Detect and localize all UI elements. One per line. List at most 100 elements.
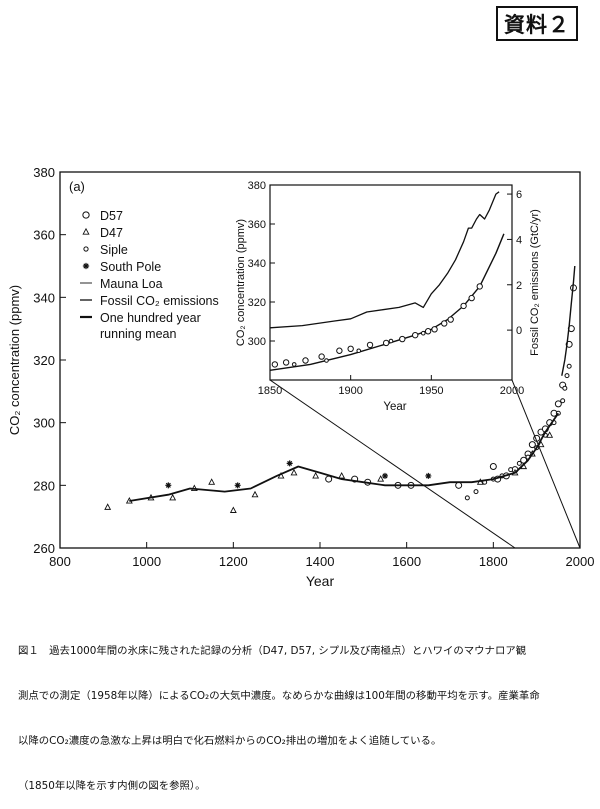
x-tick-label: 2000 [566,554,595,569]
inset-y-tick-label: 300 [248,336,266,348]
inset-y2-tick-label: 2 [516,280,522,292]
inset-d57-point [424,328,432,335]
legend-label-one-hundred-year-running-mean: One hundred year [100,311,201,325]
inset-d57-point [382,339,390,347]
inset-connector-line [269,379,516,549]
legend-marker-d57 [82,211,90,219]
inset-y2-axis-label: Fossil CO₂ emissions (GtC/yr) [529,209,541,356]
legend-label-d57: D57 [100,209,123,223]
inset-y-tick-label: 380 [248,180,266,192]
caption-line: 測点での測定（1958年以降）によるCO₂の大気中濃度。なめらかな曲線は100年… [18,690,540,702]
d47-point [377,475,385,482]
south-pole-point [165,482,172,489]
inset-connector-line [511,379,581,549]
caption-line: 図１ 過去1000年間の氷床に残された記録の分析（D47, D57, シプル及び… [18,645,527,657]
caption-line: 以降のCO₂濃度の急激な上昇は明白で化石燃料からのCO₂排出の増加をよく追随して… [18,735,442,747]
inset-y-tick-label: 360 [248,219,266,231]
figure-caption: 図１ 過去1000年間の氷床に残された記録の分析（D47, D57, シプル及び… [18,614,588,809]
legend-label-d47: D47 [100,226,123,240]
x-axis-label: Year [306,573,335,589]
siple-point [560,398,566,404]
d47-point [312,471,320,479]
legend-label-one-hundred-year-running-mean: running mean [100,327,176,341]
inset-siple-point [291,362,297,367]
inset-x-tick-label: 1950 [419,385,443,397]
inset-d57-point [366,341,374,349]
d47-point [290,468,298,476]
y-tick-label: 260 [33,541,55,556]
inset-siple-point [388,338,394,344]
d57-point [455,481,463,489]
d47-point [169,493,177,501]
legend-marker-south-pole [82,262,90,270]
legend-marker-siple [83,246,89,252]
inset-d57-point [468,294,475,302]
inset-d57-point [302,357,309,364]
y-tick-label: 380 [33,165,55,180]
south-pole-point [234,482,241,489]
d57-point [489,463,497,471]
d47-point [229,506,237,513]
d47-point [208,478,216,485]
inset-y2-tick-label: 0 [516,325,522,337]
inset-d57-point [336,347,343,354]
inset-fossil-emissions-line [269,191,500,329]
inset-x-axis-label: Year [383,401,406,413]
d47-point [251,490,259,498]
inset-d57-point [460,302,467,310]
document-tag: 資料２ [496,6,578,41]
legend-marker-d47 [82,227,90,235]
siple-point [564,373,570,379]
inset-d57-point [412,331,419,339]
d57-point [528,441,536,449]
x-tick-label: 1400 [306,554,335,569]
d47-point [104,503,112,510]
south-pole-point [425,472,432,479]
x-tick-label: 800 [49,554,71,569]
south-pole-point [286,460,293,467]
x-tick-label: 1600 [392,554,421,569]
inset-d57-point [441,320,448,327]
inset-d57-point [431,326,438,333]
inset-d57-point [271,361,279,368]
siple-point [562,385,568,391]
inset-d57-point [318,353,325,360]
siple-point [566,363,572,369]
legend-label-siple: Siple [100,243,128,257]
y-tick-label: 280 [33,478,55,493]
legend-label-fossil-co-emissions: Fossil CO₂ emissions [100,294,219,308]
inset-y2-tick-label: 6 [516,189,522,201]
d47-point [546,431,554,438]
y-tick-label: 320 [33,353,55,368]
legend-label-mauna-loa: Mauna Loa [100,277,163,291]
inset-d57-point [447,316,454,323]
siple-point [516,460,522,466]
y-tick-label: 360 [33,228,55,243]
mauna-loa-line [561,265,576,376]
south-pole-point [382,472,388,479]
inset-x-tick-label: 1850 [258,385,282,397]
inset-y-axis-label: CO₂ concentration (ppmv) [235,219,247,346]
inset-siple-point [420,330,426,336]
inset-y-tick-label: 320 [248,297,266,309]
panel-label: (a) [69,179,85,194]
d47-point [338,471,346,479]
x-tick-label: 1200 [219,554,248,569]
inset-d57-point [347,345,354,352]
d57-point [325,475,333,483]
y-axis-label: CO₂ concentration (ppmv) [7,285,22,435]
inset-siple-point [324,358,329,363]
inset-plot-frame [269,184,513,381]
inset-siple-point [356,348,362,354]
caption-line: （1850年以降を示す内側の図を参照）。 [18,780,206,792]
inset-y2-tick-label: 4 [516,234,522,246]
running-mean-line [129,412,560,502]
d57-point [554,400,562,408]
y-tick-label: 340 [33,290,55,305]
inset-running-mean-line [269,233,505,371]
siple-point [473,489,479,495]
inset-d57-point [399,335,406,343]
x-tick-label: 1000 [132,554,161,569]
inset-d57-point [282,359,290,366]
